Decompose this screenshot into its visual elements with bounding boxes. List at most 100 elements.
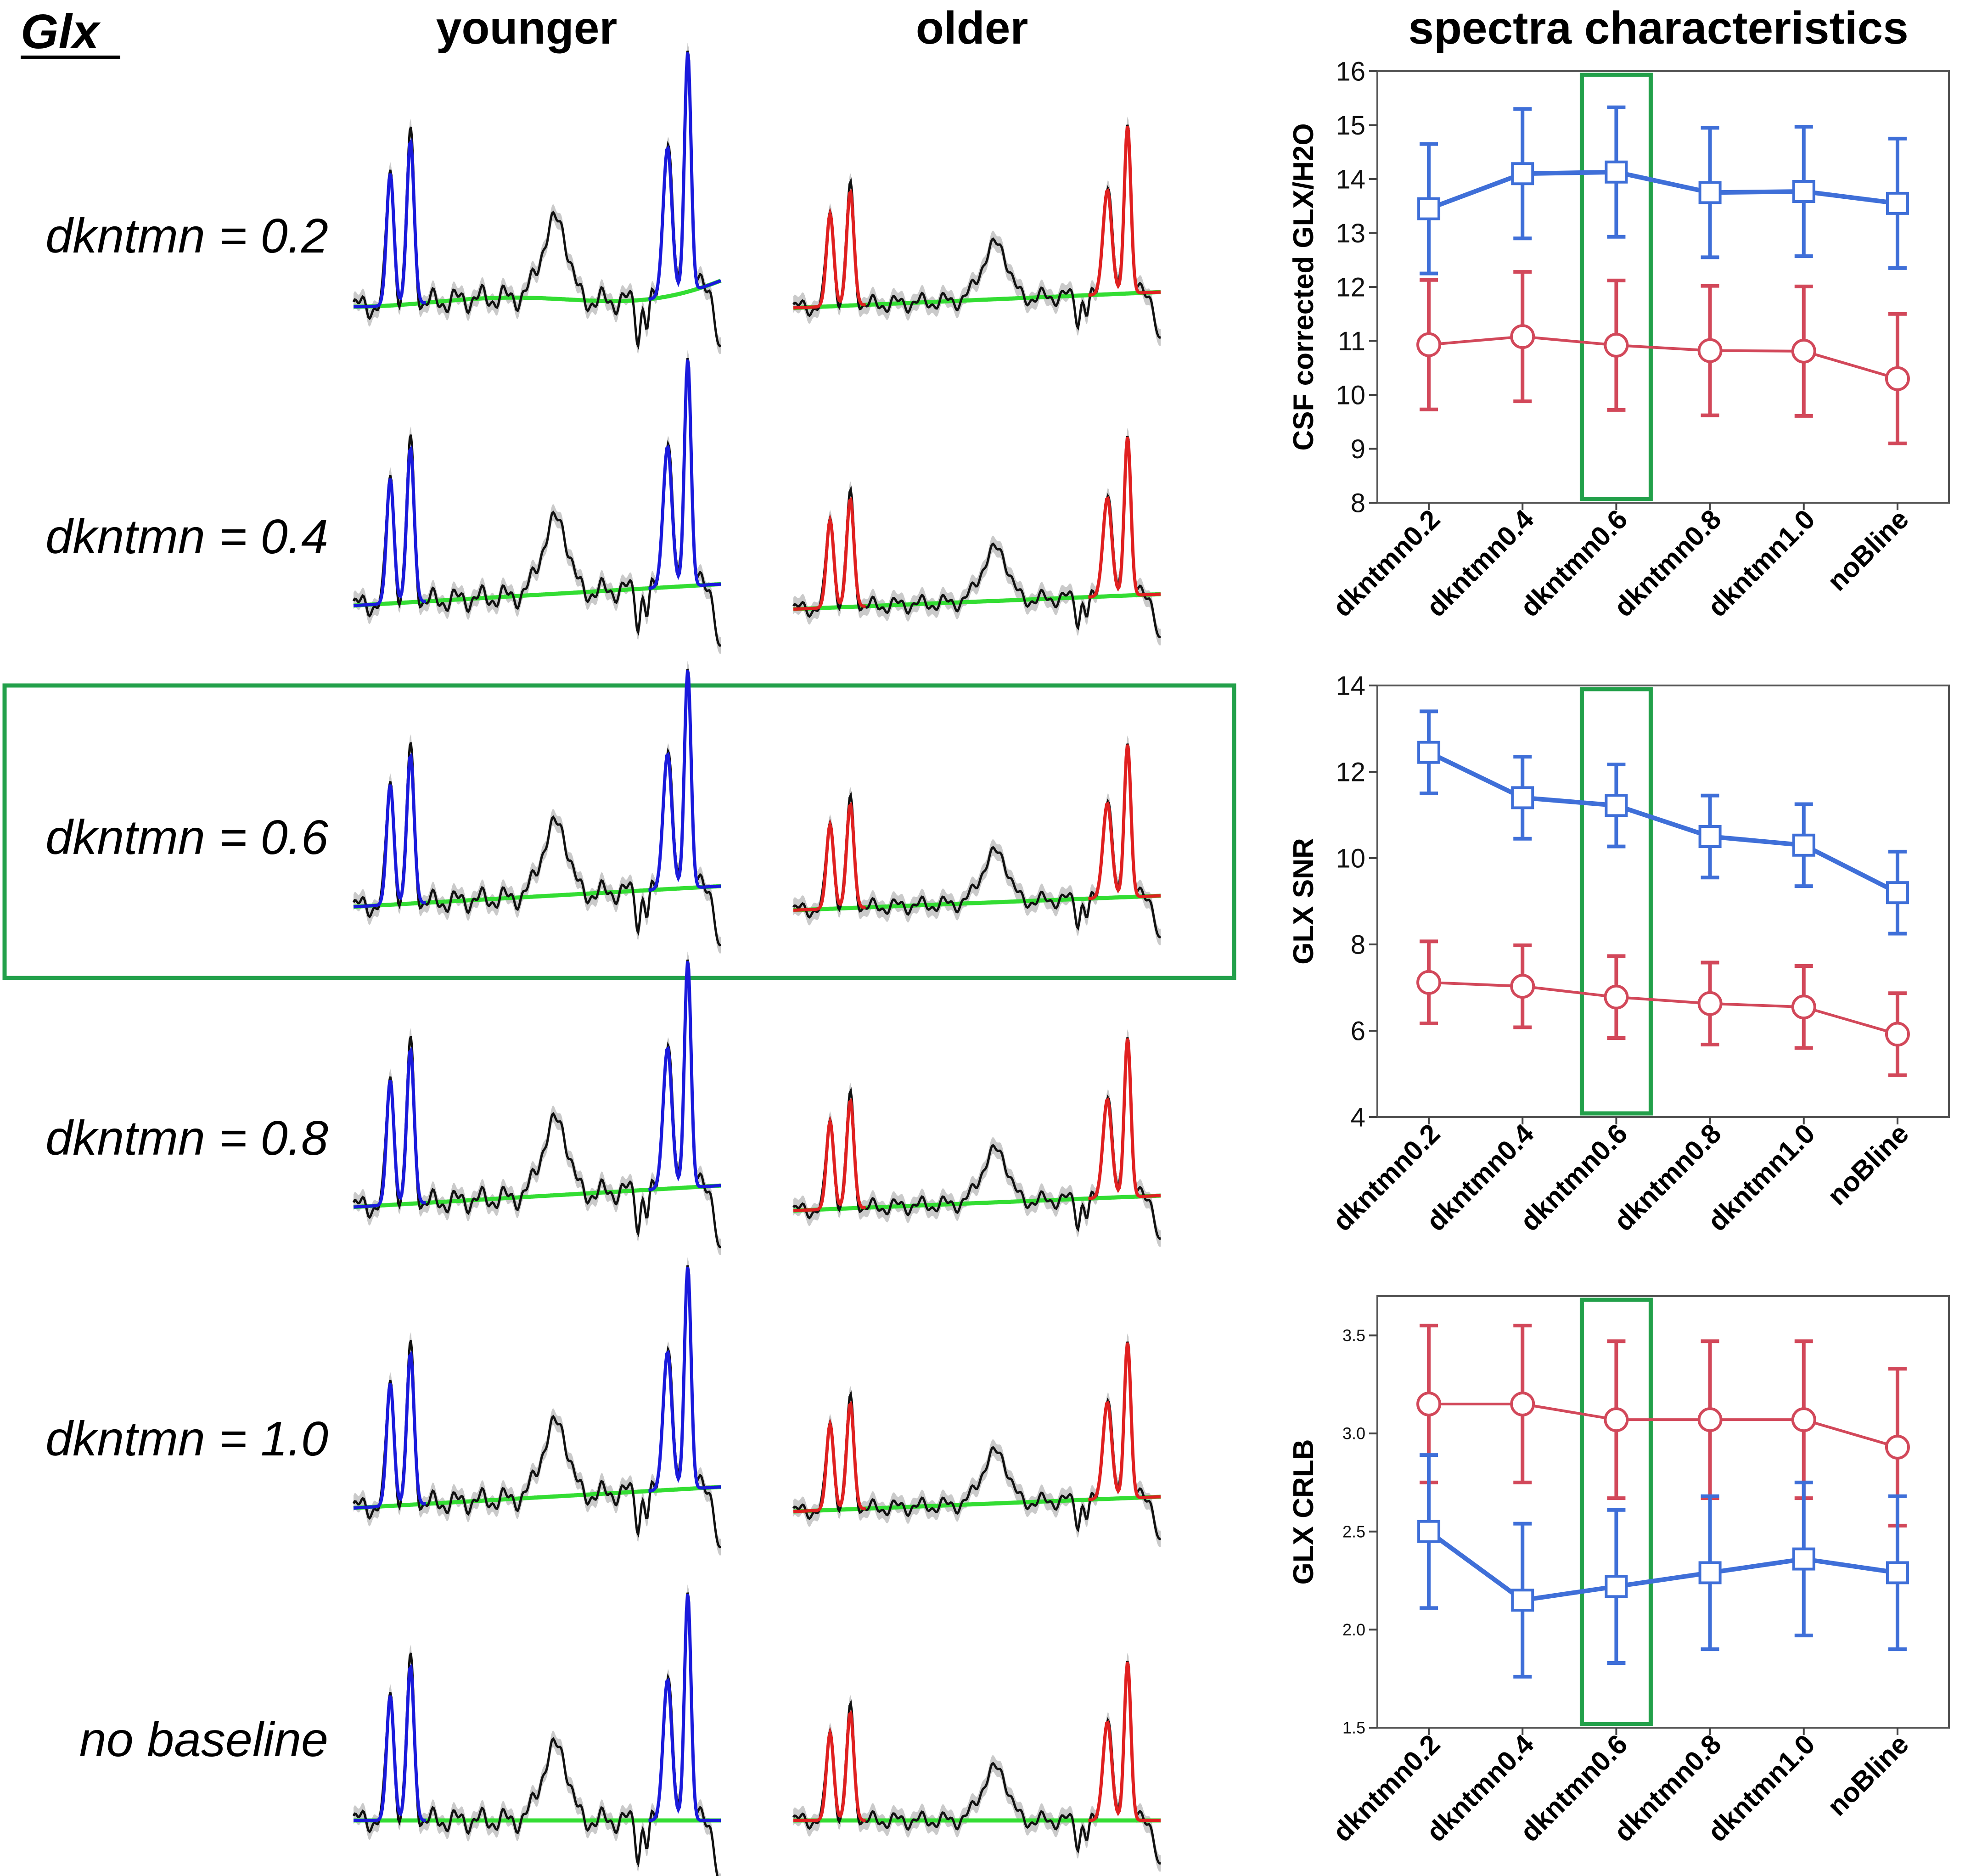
data-point — [1605, 160, 1628, 184]
data-point — [1792, 833, 1815, 857]
spectrum-baseline — [793, 290, 1161, 310]
spectrum-older-0 — [792, 116, 1161, 346]
data-point — [1791, 1407, 1816, 1432]
data-point — [1886, 1561, 1909, 1584]
spectrum-fit — [793, 437, 1161, 611]
data-point — [1510, 324, 1535, 349]
data-point — [1885, 1022, 1910, 1047]
data-point — [1604, 1407, 1629, 1432]
series-line — [1428, 981, 1898, 1036]
spectrum-fit — [353, 1266, 721, 1510]
row-label-1: dkntmn = 0.4 — [45, 510, 328, 564]
data-point — [1417, 197, 1441, 220]
spectrum-baseline — [353, 582, 721, 608]
series-line — [1427, 1529, 1898, 1603]
row-label-5: no baseline — [79, 1713, 328, 1767]
spectrum-baseline — [353, 1183, 721, 1209]
data-point — [1511, 162, 1534, 185]
spectrum-fit — [793, 125, 1161, 310]
data-point — [1511, 1589, 1534, 1612]
data-point — [1697, 991, 1723, 1016]
y-tick-label: 3.0 — [1342, 1424, 1365, 1443]
spectrum-fit — [793, 744, 1161, 912]
y-tick-label: 8 — [1351, 488, 1365, 518]
spectrum-older-5 — [792, 1652, 1161, 1872]
spectrum-fit — [354, 1594, 721, 1822]
highlight-column-box — [1579, 1297, 1653, 1726]
spectrum-older-4 — [792, 1333, 1161, 1547]
y-tick-label: 6 — [1351, 1016, 1365, 1046]
spectrum-fit — [793, 1038, 1161, 1213]
spectrum-band — [354, 951, 721, 1255]
series-line — [1427, 750, 1899, 895]
spectrum-fit — [353, 670, 721, 909]
y-tick-label: 14 — [1336, 164, 1365, 194]
series-younger — [1417, 709, 1909, 936]
data-point — [1886, 191, 1909, 215]
spectrum-fit — [354, 52, 722, 309]
data-point — [1416, 332, 1442, 357]
column-header-older: older — [916, 2, 1028, 54]
highlight-row-box — [2, 683, 1236, 980]
spectrum-baseline — [793, 1193, 1161, 1213]
data-point — [1698, 825, 1722, 848]
data-point — [1698, 1561, 1722, 1584]
data-point — [1417, 1520, 1441, 1543]
series-older — [1416, 1324, 1910, 1528]
spectrum-band — [793, 427, 1161, 646]
y-tick-label: 2.0 — [1342, 1620, 1365, 1639]
y-axis-label: GLX SNR — [1288, 838, 1319, 965]
series-younger — [1417, 105, 1909, 275]
series-older — [1416, 270, 1910, 445]
chart-frame — [1376, 1295, 1950, 1729]
data-point — [1416, 1392, 1442, 1416]
data-point — [1604, 984, 1629, 1010]
data-point — [1510, 974, 1535, 999]
y-tick-label: 10 — [1336, 843, 1365, 873]
data-point — [1510, 1392, 1535, 1416]
spectrum-band — [793, 1029, 1161, 1247]
highlight-column-box — [1579, 73, 1653, 501]
spectrum-band — [354, 661, 721, 954]
spectrum-baseline — [793, 893, 1161, 912]
y-tick-label: 8 — [1351, 930, 1365, 960]
spectrum-older-2 — [792, 735, 1161, 945]
y-tick-label: 16 — [1336, 56, 1365, 86]
data-point — [1605, 1575, 1628, 1598]
data-point — [1697, 338, 1723, 363]
data-point — [1605, 794, 1628, 817]
spectrum-baseline — [793, 1494, 1161, 1514]
data-point — [1698, 181, 1722, 204]
spectrum-baseline — [793, 592, 1161, 612]
y-tick-label: 4 — [1351, 1102, 1365, 1132]
series-line — [1429, 1403, 1898, 1449]
data-point — [1791, 994, 1816, 1020]
data-point — [1604, 332, 1629, 358]
spectrum-younger-0 — [352, 42, 722, 354]
series-line — [1428, 335, 1898, 380]
data-point — [1886, 881, 1909, 904]
spectrum-fit — [353, 359, 721, 607]
y-tick-label: 14 — [1336, 671, 1365, 701]
spectrum-younger-4 — [352, 1257, 721, 1556]
spectrum-younger-3 — [352, 951, 721, 1255]
y-axis-label: CSF corrected GLX/H2O — [1288, 123, 1319, 450]
y-tick-label: 12 — [1336, 272, 1365, 302]
column-header-younger: younger — [436, 2, 617, 54]
data-point — [1416, 970, 1442, 995]
y-tick-label: 1.5 — [1342, 1719, 1365, 1737]
spectrum-band — [793, 116, 1161, 346]
spectrum-younger-5 — [352, 1584, 721, 1876]
data-point — [1791, 338, 1816, 364]
spectrum-older-3 — [792, 1029, 1161, 1247]
spectrum-band — [354, 350, 721, 654]
spectrum-older-1 — [792, 427, 1161, 646]
series-younger — [1417, 1453, 1909, 1679]
spectrum-band — [354, 1257, 721, 1556]
spectrum-baseline — [353, 1485, 721, 1510]
series-older — [1416, 939, 1910, 1077]
data-point — [1885, 1435, 1910, 1460]
row-label-4: dkntmn = 1.0 — [45, 1412, 328, 1466]
spectrum-baseline — [354, 279, 722, 309]
right-title: spectra characteristics — [1408, 2, 1909, 54]
